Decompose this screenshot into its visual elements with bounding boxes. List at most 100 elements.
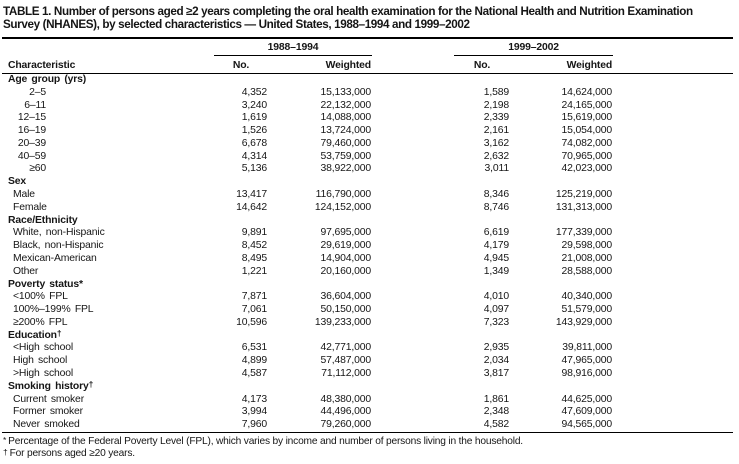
- table-row: Black, non-Hispanic 8,452 29,619,000 4,179 2…: [2, 240, 733, 253]
- weighted-1999-cell: 70,965,000: [561, 150, 613, 162]
- no-1999-cell: 3,162: [483, 137, 510, 149]
- spacer-cell: [372, 304, 454, 317]
- asterisk-marker: *: [79, 278, 83, 290]
- asterisk-marker: *: [3, 434, 7, 445]
- spacer-cell: [613, 215, 733, 228]
- footnotes: * Percentage of the Federal Poverty Level…: [3, 436, 737, 461]
- spacer-cell: [372, 55, 455, 74]
- spacer-cell: [613, 381, 733, 394]
- spacer-cell: [372, 163, 454, 176]
- spacer-cell: [613, 74, 733, 87]
- spacer-cell: [372, 253, 454, 266]
- no-header-1999: No.: [454, 55, 511, 74]
- spacer-cell: [372, 227, 454, 240]
- spacer-cell: [613, 138, 733, 151]
- no-1999-cell: 3,011: [484, 163, 510, 175]
- characteristic-cell: 2–5: [29, 86, 46, 98]
- weighted-1988-cell: 97,695,000: [320, 227, 372, 239]
- weighted-1999-cell: 143,929,000: [555, 316, 613, 328]
- no-1999-cell: [454, 330, 510, 343]
- no-1999-cell: 4,179: [483, 240, 510, 252]
- spacer-cell: [613, 240, 733, 253]
- no-1988-cell: 4,352: [241, 86, 267, 98]
- no-1988-cell: 13,417: [236, 189, 267, 201]
- table-row: White, non-Hispanic 9,891 97,695,000 6,619 1…: [2, 227, 733, 240]
- no-1999-cell: 4,010: [483, 291, 510, 303]
- spacer-cell: [372, 240, 454, 253]
- no-1999-cell: 2,632: [483, 150, 510, 162]
- spacer-cell: [372, 151, 454, 164]
- dagger-marker: †: [88, 380, 94, 389]
- weighted-1999-cell: 28,588,000: [561, 265, 613, 277]
- spacer-cell: [613, 330, 733, 343]
- characteristic-cell: White, non-Hispanic: [13, 227, 105, 239]
- weighted-1999-cell: [510, 279, 613, 292]
- no-1988-cell: 7,960: [214, 419, 268, 433]
- no-1999-cell: 4,945: [483, 252, 510, 264]
- spacer-cell: [372, 406, 454, 419]
- no-1988-cell: 8,452: [241, 240, 267, 252]
- characteristic-cell: High school: [13, 355, 68, 367]
- weighted-1999-cell: 47,965,000: [561, 355, 613, 367]
- characteristic-cell: Smoking history†: [8, 380, 94, 392]
- characteristic-header: Characteristic: [2, 55, 214, 74]
- characteristic-cell: Never smoked: [2, 419, 214, 433]
- no-1988-cell: 4,587: [241, 367, 267, 379]
- characteristic-cell: Current smoker: [13, 393, 84, 405]
- weighted-1988-cell: [268, 215, 372, 228]
- characteristic-cell: ≥200% FPL: [13, 316, 68, 328]
- table-row: 16–19 1,526 13,724,000 2,161 15,054,000: [2, 125, 733, 138]
- weighted-1988-cell: 15,133,000: [320, 86, 372, 98]
- section-row: Education†: [2, 330, 733, 343]
- no-1999-cell: 8,346: [483, 189, 510, 201]
- no-1999-cell: 6,619: [483, 227, 510, 239]
- no-1999-cell: 8,746: [483, 201, 510, 213]
- no-1988-cell: [214, 74, 268, 87]
- no-1988-cell: [214, 381, 268, 394]
- characteristic-cell: Female: [13, 201, 47, 213]
- no-1999-cell: [454, 381, 510, 394]
- spacer-cell: [372, 74, 454, 87]
- characteristic-cell: Other: [13, 265, 39, 277]
- spacer-cell: [372, 125, 454, 138]
- table-row: Other 1,221 20,160,000 1,349 28,588,000: [2, 266, 733, 279]
- weighted-1999-cell: [510, 330, 613, 343]
- characteristic-cell: Education†: [8, 329, 62, 341]
- spacer-cell: [372, 330, 454, 343]
- characteristic-cell: 100%–199% FPL: [13, 304, 94, 316]
- weighted-1988-cell: 71,112,000: [321, 367, 372, 379]
- table-row: High school 4,899 57,487,000 2,034 47,965,00…: [2, 355, 733, 368]
- spacer-cell: [372, 176, 454, 189]
- characteristic-cell: 6–11: [24, 99, 46, 111]
- weighted-1988-cell: 13,724,000: [320, 125, 372, 137]
- spacer-cell: [613, 342, 733, 355]
- no-header-1988: No.: [214, 55, 268, 74]
- characteristic-cell: Mexican-American: [13, 252, 97, 264]
- spacer-cell: [372, 38, 454, 56]
- no-1988-cell: 4,314: [241, 150, 267, 162]
- spacer-cell: [613, 163, 733, 176]
- spacer-cell: [613, 368, 733, 381]
- characteristic-cell: 40–59: [17, 150, 46, 162]
- no-1988-cell: 3,994: [241, 406, 267, 418]
- weighted-1988-cell: 50,150,000: [320, 304, 372, 316]
- spacer-cell: [613, 112, 733, 125]
- no-1999-cell: 2,034: [483, 355, 510, 367]
- no-1988-cell: 8,495: [241, 252, 267, 264]
- no-1988-cell: 14,642: [236, 201, 267, 213]
- spacer-cell: [613, 317, 733, 330]
- spacer-cell: [613, 279, 733, 292]
- characteristic-cell: ≥60: [29, 163, 46, 175]
- no-1999-cell: [454, 74, 510, 87]
- section-row: Sex: [2, 176, 733, 189]
- spacer-cell: [372, 381, 454, 394]
- no-1988-cell: 3,240: [241, 99, 267, 111]
- weighted-1988-cell: 44,496,000: [320, 406, 372, 418]
- weighted-1988-cell: [268, 176, 372, 189]
- spacer-cell: [613, 227, 733, 240]
- weighted-1999-cell: 51,579,000: [561, 304, 613, 316]
- weighted-1999-cell: [510, 74, 613, 87]
- no-1988-cell: 4,173: [241, 393, 267, 405]
- spacer-cell: [372, 202, 454, 215]
